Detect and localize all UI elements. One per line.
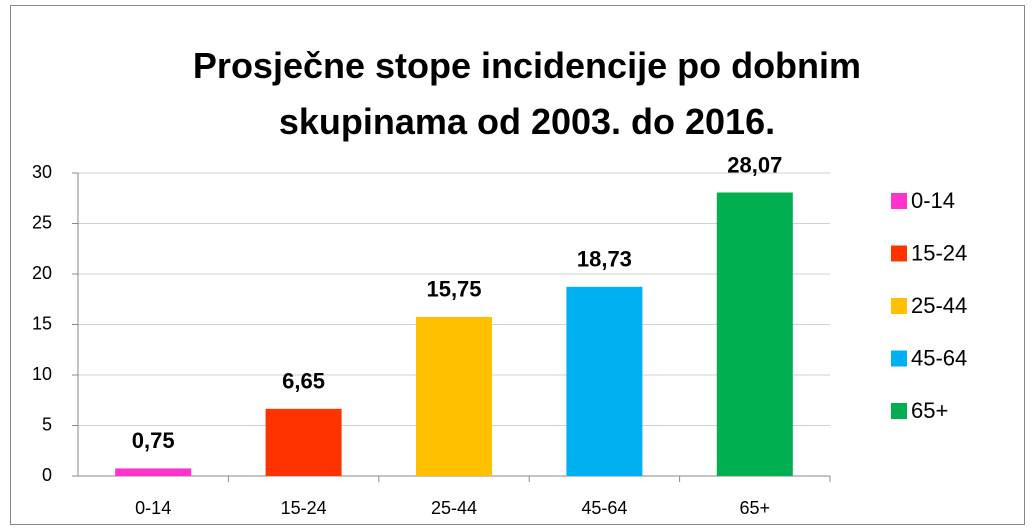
- bar: [566, 286, 643, 476]
- legend-label: 0-14: [911, 188, 955, 213]
- legend-label: 45-64: [911, 345, 967, 370]
- y-tick-label: 0: [42, 465, 52, 485]
- x-tick-label: 0-14: [135, 498, 171, 518]
- x-tick-label: 65+: [740, 498, 771, 518]
- legend-swatch: [891, 245, 907, 262]
- data-label: 28,07: [727, 152, 782, 177]
- bar: [115, 468, 192, 476]
- chart-title: Prosječne stope incidencije po dobnim sk…: [192, 45, 862, 142]
- x-tick-label: 25-44: [431, 498, 477, 518]
- x-tick-label: 45-64: [581, 498, 627, 518]
- y-tick-label: 30: [32, 162, 52, 182]
- legend-swatch: [891, 298, 907, 314]
- legend-swatch: [891, 350, 907, 367]
- y-tick-label: 5: [42, 414, 52, 434]
- legend-label: 65+: [911, 398, 948, 423]
- y-tick-label: 10: [32, 364, 52, 384]
- legend-swatch: [891, 193, 907, 209]
- legend-label: 25-44: [911, 293, 967, 318]
- chart-border: [10, 5, 1025, 525]
- data-label: 18,73: [577, 247, 632, 272]
- y-tick-label: 15: [32, 313, 52, 333]
- data-label: 0,75: [132, 428, 175, 453]
- y-tick-label: 20: [32, 263, 52, 283]
- legend-label: 15-24: [911, 240, 967, 265]
- x-tick-label: 15-24: [281, 498, 327, 518]
- y-tick-label: 25: [32, 212, 52, 232]
- bar: [265, 408, 342, 476]
- data-label: 15,75: [426, 277, 481, 302]
- legend-swatch: [891, 403, 907, 419]
- data-label: 6,65: [282, 369, 325, 394]
- bar: [416, 316, 492, 476]
- bar: [716, 192, 793, 477]
